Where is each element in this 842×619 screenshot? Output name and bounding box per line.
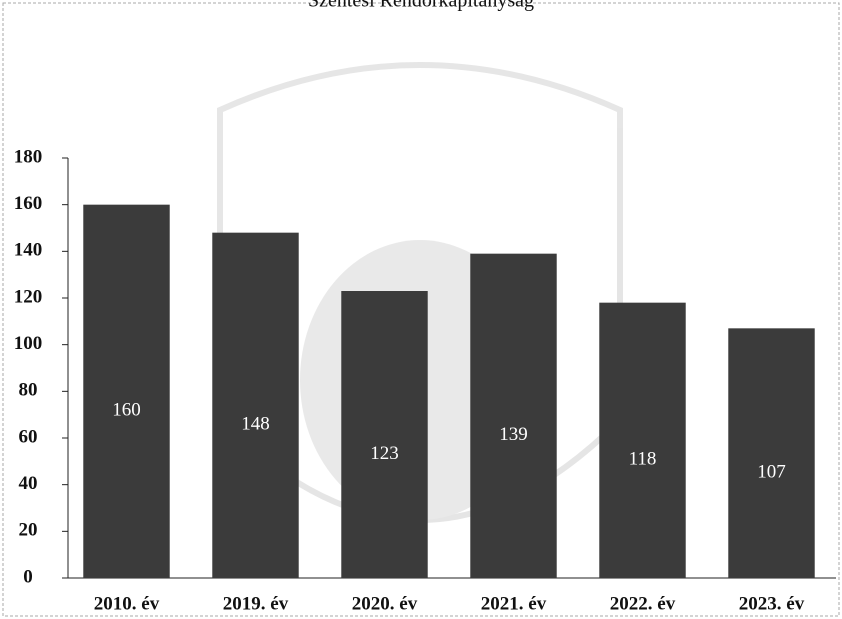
y-tick-label: 60	[19, 426, 38, 447]
bar	[728, 328, 815, 578]
x-tick-label: 2022. év	[610, 593, 676, 614]
y-tick-label: 80	[19, 380, 38, 401]
x-tick-label: 2020. év	[352, 593, 418, 614]
y-tick-label: 100	[14, 333, 43, 354]
bar	[599, 302, 686, 578]
y-tick-label: 160	[14, 193, 43, 214]
bar	[470, 253, 557, 578]
value-label: 148	[241, 414, 270, 435]
bar	[83, 204, 170, 578]
value-label: 118	[629, 449, 657, 470]
y-tick-label: 180	[14, 146, 43, 167]
x-tick-label: 2019. év	[223, 593, 289, 614]
value-label: 160	[112, 400, 141, 421]
value-label: 139	[499, 424, 528, 445]
y-tick-label: 0	[23, 566, 33, 587]
y-tick-label: 120	[14, 286, 43, 307]
bar	[212, 232, 299, 578]
bar	[341, 291, 428, 578]
x-tick-label: 2023. év	[739, 593, 805, 614]
x-tick-label: 2021. év	[481, 593, 547, 614]
y-tick-label: 40	[19, 473, 38, 494]
value-label: 123	[370, 443, 399, 464]
chart-title: Szentesi Rendőrkapitányság	[308, 0, 534, 12]
y-tick-label: 140	[14, 240, 43, 261]
x-tick-label: 2010. év	[94, 593, 160, 614]
value-label: 107	[757, 462, 786, 483]
y-tick-label: 20	[19, 520, 38, 541]
